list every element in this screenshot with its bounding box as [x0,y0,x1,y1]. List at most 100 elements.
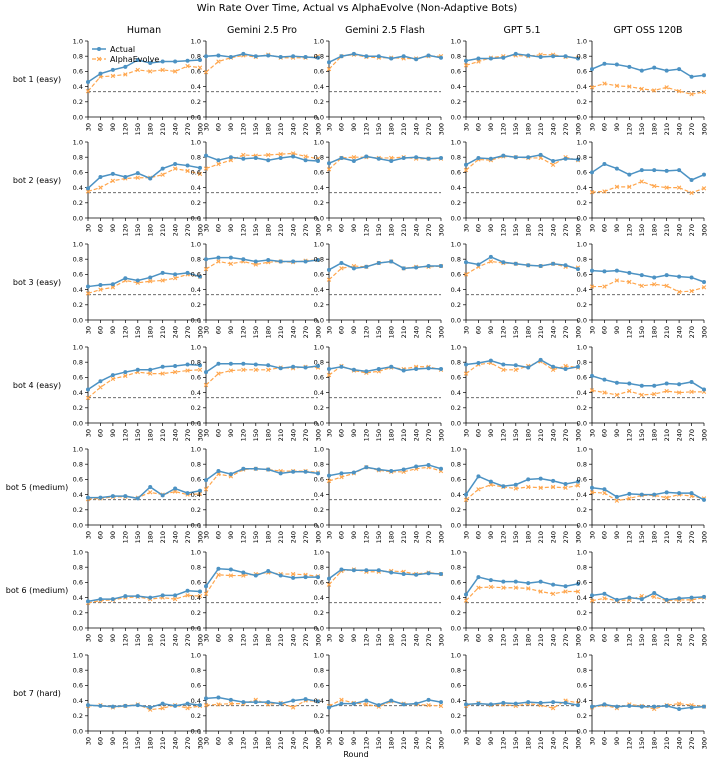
y-tick-label: 0.8 [577,359,587,367]
actual-point [664,381,669,386]
column-header: Human [127,25,161,36]
x-tick-label: 300 [196,429,204,441]
y-tick-label: 0.0 [314,316,324,324]
alphaevolve-point [160,706,165,711]
y-tick-label: 0.0 [191,214,201,222]
actual-point [228,361,233,366]
y-tick-label: 0.2 [73,712,83,720]
alphaevolve-point [203,166,209,171]
actual-point [526,263,531,268]
actual-point [253,466,258,471]
actual-point [652,492,657,497]
alphaevolve-point [614,498,620,503]
x-tick-label: 240 [675,326,683,338]
actual-point [513,701,518,706]
actual-point [677,67,682,72]
actual-point [148,595,153,600]
actual-point [148,367,153,372]
actual-point [327,367,331,372]
x-tick-label: 150 [252,737,260,749]
panel: 0.0 0.2 0.4 0.6 0.8 1.0 30 60 90 120 150 180 210 240 2… [577,240,709,338]
actual-point [123,174,128,179]
alphaevolve-point [463,598,469,603]
y-tick-label: 0.6 [191,68,201,76]
alphaevolve-point [339,474,344,480]
actual-point [538,264,543,269]
x-tick-label: 270 [425,634,433,646]
alphaevolve-point [676,289,682,295]
actual-point [439,572,443,577]
y-tick-label: 0.8 [451,256,461,264]
x-tick-label: 300 [574,123,582,135]
panel: 0.0 0.2 0.4 0.6 0.8 1.0 30 60 90 120 150 180 210 240 2… [314,37,446,135]
x-tick-label: 30 [462,429,470,437]
actual-series-line [205,567,318,587]
legend-actual-label: Actual [110,45,135,54]
alphaevolve-point [627,496,632,501]
x-tick-label: 180 [525,429,533,441]
alphaevolve-point [148,279,153,284]
y-tick-label: 0.8 [577,667,587,675]
actual-point [110,494,115,499]
x-tick-label: 300 [574,531,582,543]
alphaevolve-series-line [87,490,201,500]
alphaevolve-point [148,69,153,74]
actual-point [488,479,493,484]
actual-point [278,54,283,59]
x-tick-label: 270 [425,531,433,543]
actual-point [216,53,221,58]
actual-point [241,700,246,705]
alphaevolve-point [203,69,209,75]
alphaevolve-point [85,88,91,94]
alphaevolve-series-line [87,65,201,92]
alphaevolve-point [185,593,190,598]
y-tick-label: 0.4 [73,286,83,294]
x-tick-label: 60 [601,429,609,437]
x-tick-label: 120 [626,737,634,749]
x-tick-label: 90 [109,429,117,437]
actual-point [364,568,369,573]
chart-title: Win Rate Over Time, Actual vs AlphaEvolv… [197,3,518,14]
x-tick-label: 300 [314,123,322,135]
y-tick-label: 0.2 [73,301,83,309]
actual-point [253,54,258,59]
panel: 0.0 0.2 0.4 0.6 0.8 1.0 30 60 90 120 150 180 210 240 2… [577,343,709,441]
x-tick-label: 180 [265,429,273,441]
alphaevolve-point [602,284,607,289]
x-tick-label: 300 [314,326,322,338]
actual-series-line [465,256,579,270]
column-header: GPT OSS 120B [613,25,682,36]
actual-point [316,699,320,704]
actual-point [476,701,481,706]
actual-point [148,705,153,710]
x-tick-label: 210 [663,123,671,135]
x-tick-label: 180 [147,737,155,749]
actual-point [401,702,406,707]
x-tick-label: 300 [574,737,582,749]
y-tick-label: 0.4 [577,83,587,91]
x-tick-label: 150 [375,326,383,338]
alphaevolve-point [228,701,234,706]
panel: 0.0 0.2 0.4 0.6 0.8 1.0 30 60 90 120 150 180 210 240 2… [191,343,323,441]
alphaevolve-point [326,582,332,587]
alphaevolve-point [550,591,556,596]
alphaevolve-series-line [591,491,705,502]
row-label: bot 3 (easy) [13,278,61,287]
actual-series-line [465,701,579,706]
x-tick-label: 90 [227,326,235,334]
x-tick-label: 180 [265,737,273,749]
actual-point [185,491,190,496]
alphaevolve-point [123,373,128,379]
y-tick-label: 0.6 [191,476,201,484]
panel: 0.0 0.2 0.4 0.6 0.8 1.0 30 60 90 120 150 180 210 240 2… [451,343,583,441]
alphaevolve-point [676,88,682,94]
alphaevolve-point [426,702,431,708]
alphaevolve-point [326,66,332,72]
alphaevolve-point [216,702,221,707]
x-tick-label: 30 [325,634,333,642]
x-tick-label: 210 [537,326,545,338]
x-tick-label: 210 [400,737,408,749]
x-tick-label: 240 [549,224,557,236]
y-tick-label: 0.0 [451,419,461,427]
x-tick-label: 150 [252,634,260,646]
